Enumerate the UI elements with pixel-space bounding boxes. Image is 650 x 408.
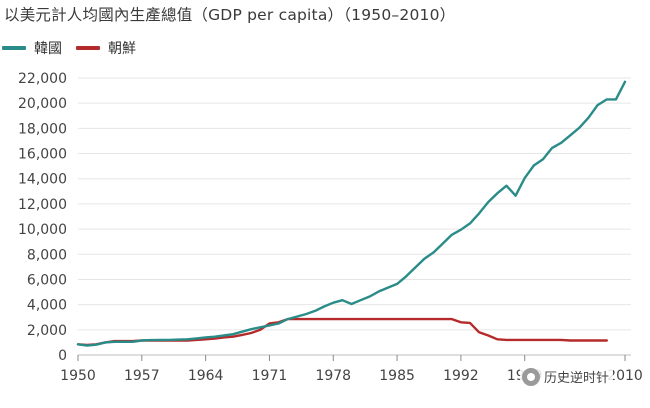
- x-tick-label: 1992: [443, 368, 479, 384]
- y-tick-label: 10,000: [18, 222, 67, 238]
- legend-label-north-korea: 朝鮮: [108, 41, 136, 57]
- x-tick-label: 2010: [607, 368, 643, 384]
- x-tick-label: 1957: [124, 368, 160, 384]
- y-tick-label: 8,000: [27, 247, 67, 263]
- y-tick-label: 22,000: [18, 71, 67, 87]
- gridlines: [78, 77, 631, 331]
- x-tick-label: 1978: [315, 368, 351, 384]
- y-tick-label: 20,000: [18, 96, 67, 112]
- x-tick-label: 1964: [188, 368, 224, 384]
- y-axis: 0 2,000 4,000 6,000 8,000 10,000 12,000 14,000 1…: [18, 71, 67, 364]
- legend-swatch-north-korea: [76, 46, 100, 50]
- x-tick-label: 1971: [252, 368, 288, 384]
- chart-title: 以美元計人均國內生產總值（GDP per capita）（1950–2010）: [4, 6, 456, 24]
- legend-item-korea: 韓國: [2, 38, 62, 58]
- watermark: 历史逆时针: [520, 366, 614, 387]
- legend-label-korea: 韓國: [34, 41, 62, 57]
- y-tick-label: 18,000: [18, 121, 67, 137]
- series-lines: [76, 80, 627, 347]
- y-tick-label: 14,000: [18, 172, 67, 188]
- y-tick-label: 4,000: [27, 298, 67, 314]
- series-line-korea: [76, 80, 627, 347]
- legend-swatch-korea: [2, 46, 26, 50]
- y-tick-label: 0: [58, 348, 67, 364]
- x-tick-label: 1985: [379, 368, 415, 384]
- y-tick-label: 6,000: [27, 272, 67, 288]
- y-tick-label: 12,000: [18, 197, 67, 213]
- y-tick-label: 2,000: [27, 323, 67, 339]
- watermark-text: 历史逆时针: [544, 371, 610, 386]
- y-tick-label: 16,000: [18, 147, 67, 163]
- wechat-icon: [522, 367, 540, 386]
- x-tick-label: 1950: [60, 368, 96, 384]
- legend: 韓國 朝鮮: [2, 38, 150, 58]
- legend-item-north-korea: 朝鮮: [76, 38, 136, 58]
